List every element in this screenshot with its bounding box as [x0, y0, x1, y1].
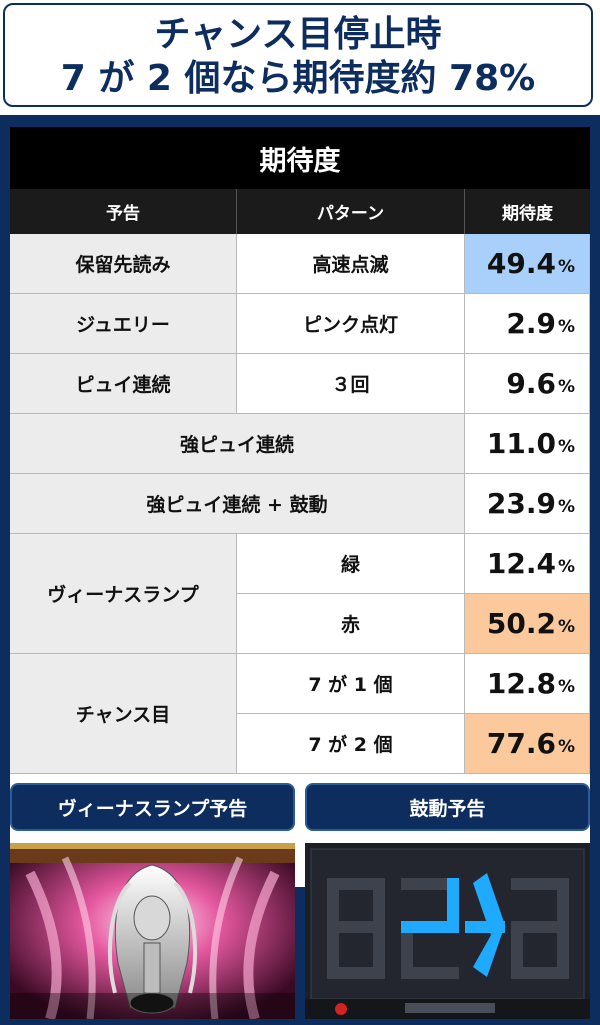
row-value: 9.6 — [506, 367, 556, 400]
headline-line2: 7 が 2 個なら期待度約 78% — [60, 58, 536, 99]
row-value: 50.2 — [486, 607, 556, 640]
row-pattern: 7 が 1 個 — [237, 654, 465, 714]
row-pattern: 高速点滅 — [237, 234, 465, 294]
row-value-cell: 77.6% — [465, 714, 590, 774]
headline-box: チャンス目停止時 7 が 2 個なら期待度約 78% — [3, 3, 593, 107]
row-pattern: ピンク点灯 — [237, 294, 465, 354]
row-value-cell: 49.4% — [465, 234, 590, 294]
kodou-tab: 鼓動予告 — [305, 783, 590, 831]
percent-sign: % — [557, 736, 575, 757]
headline-line1: チャンス目停止時 — [154, 14, 442, 55]
header-expectation: 期待度 — [465, 189, 590, 234]
kodou-screenshot — [305, 843, 590, 1019]
row-pattern: 赤 — [237, 594, 465, 654]
row-value-cell: 9.6% — [465, 354, 590, 414]
row-value: 2.9 — [506, 307, 556, 340]
row-value: 11.0 — [486, 427, 556, 460]
venus-lamp-image — [10, 843, 295, 1019]
venus-lamp-screenshot — [10, 843, 295, 1019]
expectation-board: 期待度 予告 パターン 期待度 保留先読み 高速点滅 49.4% ジュエリー ピ… — [0, 115, 600, 1025]
row-value: 23.9 — [486, 487, 556, 520]
row-value-cell: 50.2% — [465, 594, 590, 654]
percent-sign: % — [557, 436, 575, 457]
row-value: 12.8 — [486, 667, 556, 700]
row-value: 49.4 — [486, 247, 556, 280]
header-pattern: パターン — [237, 189, 465, 234]
row-yokoku: ピュイ連続 — [10, 354, 237, 414]
header-yokoku: 予告 — [10, 189, 237, 234]
row-value: 12.4 — [486, 547, 556, 580]
row-yokoku: 保留先読み — [10, 234, 237, 294]
row-pattern: 緑 — [237, 534, 465, 594]
percent-sign: % — [557, 376, 575, 397]
percent-sign: % — [557, 256, 575, 277]
row-value-cell: 2.9% — [465, 294, 590, 354]
row-value: 77.6 — [486, 727, 556, 760]
row-value-cell: 12.8% — [465, 654, 590, 714]
percent-sign: % — [557, 496, 575, 517]
percent-sign: % — [557, 316, 575, 337]
table-title: 期待度 — [10, 127, 590, 189]
percent-sign: % — [557, 616, 575, 637]
row-value-cell: 11.0% — [465, 414, 590, 474]
row-pattern: 7 が 2 個 — [237, 714, 465, 774]
percent-sign: % — [557, 556, 575, 577]
row-yokoku-merged: 強ピュイ連続 — [10, 414, 465, 474]
row-yokoku: ジュエリー — [10, 294, 237, 354]
row-yokoku-span: チャンス目 — [10, 654, 237, 774]
venus-lamp-tab: ヴィーナスランプ予告 — [10, 783, 295, 831]
row-yokoku-merged: 強ピュイ連続 + 鼓動 — [10, 474, 465, 534]
row-value-cell: 23.9% — [465, 474, 590, 534]
row-value-cell: 12.4% — [465, 534, 590, 594]
row-pattern: ３回 — [237, 354, 465, 414]
kodou-image — [305, 843, 590, 1019]
row-yokoku-span: ヴィーナスランプ — [10, 534, 237, 654]
percent-sign: % — [557, 676, 575, 697]
expectation-table: 期待度 予告 パターン 期待度 保留先読み 高速点滅 49.4% ジュエリー ピ… — [10, 127, 590, 887]
